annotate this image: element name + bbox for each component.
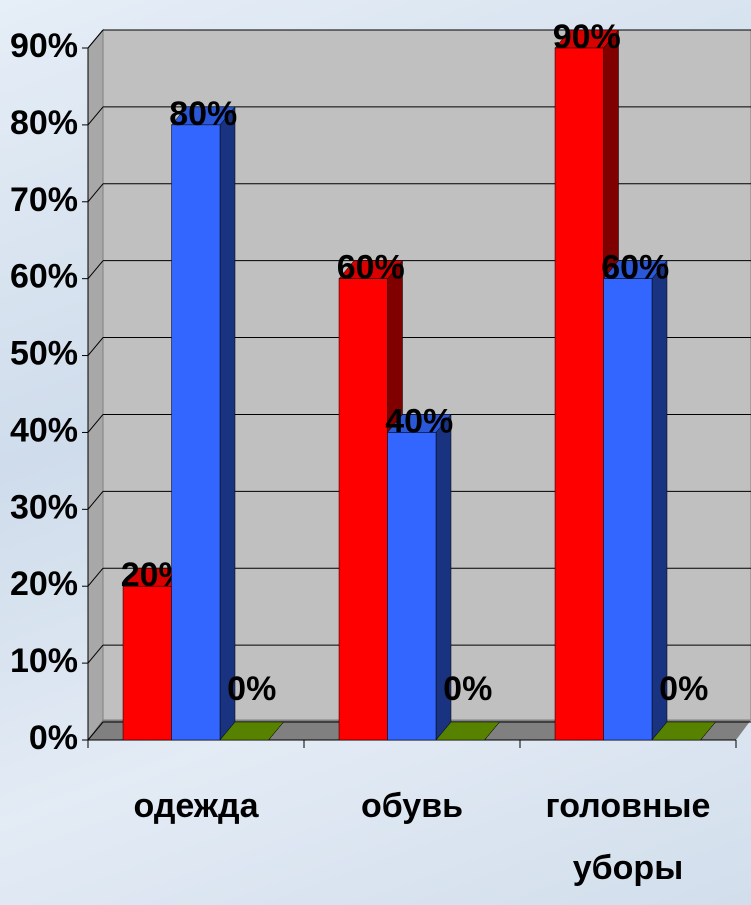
bar bbox=[554, 47, 604, 741]
grid-line-side bbox=[87, 260, 104, 279]
grid-line-side bbox=[87, 106, 104, 126]
bar-top bbox=[435, 721, 501, 741]
grid-line-side bbox=[87, 183, 104, 203]
data-label: 60% bbox=[337, 249, 405, 287]
y-tick-label: 30% bbox=[10, 488, 78, 526]
grid-line-side bbox=[87, 414, 104, 433]
bar-side bbox=[219, 106, 236, 741]
grid-line-side bbox=[87, 491, 104, 510]
y-tick-label: 40% bbox=[10, 411, 78, 449]
bar-top bbox=[651, 721, 717, 741]
bar bbox=[171, 124, 221, 741]
y-tick-label: 20% bbox=[10, 565, 78, 603]
bar bbox=[603, 278, 653, 741]
data-label: 0% bbox=[659, 670, 708, 708]
data-label: 40% bbox=[385, 402, 453, 440]
x-tick-label: головные уборы bbox=[545, 787, 711, 887]
bar-side bbox=[651, 259, 668, 741]
y-tick-label: 0% bbox=[29, 719, 78, 757]
y-tick-label: 60% bbox=[10, 258, 78, 296]
bar bbox=[387, 432, 437, 741]
bar bbox=[338, 278, 388, 741]
grid-line-side bbox=[87, 337, 104, 356]
grid-line-side bbox=[87, 644, 104, 664]
grid-line-side bbox=[87, 29, 104, 49]
bar bbox=[122, 585, 172, 741]
y-tick-label: 10% bbox=[10, 642, 78, 680]
bar-top bbox=[219, 721, 285, 741]
data-label: 80% bbox=[169, 95, 237, 133]
y-tick-label: 50% bbox=[10, 335, 78, 373]
x-tick-label: обувь bbox=[360, 787, 464, 825]
x-tick-label: одежда bbox=[133, 787, 259, 825]
data-label: 90% bbox=[553, 18, 621, 56]
y-tick-label: 70% bbox=[10, 181, 78, 219]
data-label: 0% bbox=[443, 670, 492, 708]
side-wall bbox=[87, 28, 104, 742]
data-label: 60% bbox=[601, 249, 669, 287]
y-tick-label: 80% bbox=[10, 104, 78, 142]
grid-line-side bbox=[87, 567, 104, 587]
data-label: 0% bbox=[227, 670, 276, 708]
y-tick-label: 90% bbox=[10, 27, 78, 65]
grid-line-side bbox=[87, 721, 104, 741]
